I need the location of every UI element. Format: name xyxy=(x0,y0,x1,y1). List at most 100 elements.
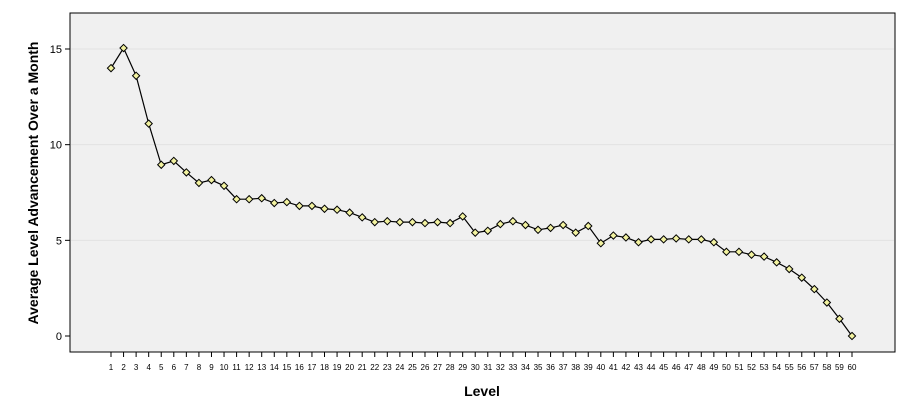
x-tick-label: 39 xyxy=(584,363,593,372)
data-point xyxy=(847,331,857,341)
data-point xyxy=(156,160,166,170)
series-layer xyxy=(106,43,857,341)
data-point xyxy=(382,216,392,226)
x-tick-label: 38 xyxy=(571,363,580,372)
x-tick-label: 6 xyxy=(172,363,177,372)
x-tick-label: 30 xyxy=(471,363,480,372)
data-point xyxy=(408,217,417,227)
data-point xyxy=(244,194,254,204)
data-point xyxy=(219,181,229,191)
data-point xyxy=(445,218,455,228)
x-tick-label: 8 xyxy=(197,363,202,372)
data-point xyxy=(634,237,643,247)
x-tick-label: 3 xyxy=(134,363,139,372)
data-point xyxy=(470,228,480,237)
y-tick-label: 5 xyxy=(56,235,62,247)
x-tick-label: 11 xyxy=(232,363,241,372)
data-point xyxy=(797,273,807,282)
data-point xyxy=(747,250,756,259)
x-tick-label: 20 xyxy=(345,363,354,372)
data-point xyxy=(194,178,204,188)
x-tick-label: 55 xyxy=(785,363,794,372)
x-tick-label: 1 xyxy=(109,363,114,372)
data-point xyxy=(207,175,216,185)
data-point xyxy=(395,217,405,227)
x-axis-label: Level xyxy=(464,383,500,399)
x-tick-label: 2 xyxy=(121,363,126,372)
data-point xyxy=(621,233,631,242)
plot-area xyxy=(69,12,896,353)
x-tick-label: 18 xyxy=(320,363,329,372)
x-tick-label: 43 xyxy=(634,363,643,372)
data-point xyxy=(119,43,128,53)
data-point xyxy=(521,220,530,230)
data-point xyxy=(182,168,191,177)
x-tick-label: 14 xyxy=(270,363,279,372)
data-point xyxy=(370,217,380,227)
data-point xyxy=(596,238,606,248)
data-point xyxy=(734,247,744,257)
x-tick-label: 47 xyxy=(684,363,693,372)
x-tick-label: 16 xyxy=(295,363,304,372)
x-tick-label: 15 xyxy=(282,363,291,372)
data-point xyxy=(646,235,656,244)
data-point xyxy=(458,212,467,221)
x-tick-label: 19 xyxy=(333,363,342,372)
data-point xyxy=(257,193,267,203)
data-point xyxy=(106,63,116,73)
data-point xyxy=(433,217,442,227)
x-tick-label: 44 xyxy=(647,363,656,372)
data-point xyxy=(357,213,367,222)
x-tick-label: 52 xyxy=(747,363,756,372)
x-tick-label: 45 xyxy=(659,363,668,372)
x-tick-label: 29 xyxy=(458,363,467,372)
data-point xyxy=(307,201,317,211)
x-tick-label: 21 xyxy=(358,363,367,372)
x-tick-label: 17 xyxy=(307,363,316,372)
data-point xyxy=(320,204,329,214)
x-tick-label: 31 xyxy=(483,363,492,372)
x-tick-label: 58 xyxy=(822,363,831,372)
data-point xyxy=(483,226,493,236)
grid-lines xyxy=(71,48,894,241)
data-point xyxy=(709,237,719,247)
data-point xyxy=(420,218,430,228)
data-point xyxy=(609,231,618,240)
data-point xyxy=(722,247,731,257)
x-tick-label: 59 xyxy=(835,363,844,372)
x-tick-label: 24 xyxy=(395,363,404,372)
data-point xyxy=(810,284,819,294)
x-tick-label: 53 xyxy=(760,363,769,372)
x-tick-label: 7 xyxy=(184,363,189,372)
x-tick-label: 42 xyxy=(621,363,630,372)
data-point xyxy=(684,235,694,244)
data-point xyxy=(772,258,781,267)
x-tick-label: 27 xyxy=(433,363,442,372)
x-tick-label: 12 xyxy=(245,363,254,372)
data-point xyxy=(295,201,304,211)
data-point xyxy=(144,119,153,128)
data-point xyxy=(232,194,241,204)
data-point xyxy=(671,234,681,243)
x-tick-label: 51 xyxy=(735,363,744,372)
data-point xyxy=(659,235,668,244)
data-point xyxy=(784,264,794,274)
x-tick-label: 13 xyxy=(257,363,266,372)
data-point xyxy=(131,71,141,81)
x-tick-label: 37 xyxy=(559,363,568,372)
x-tick-label: 28 xyxy=(446,363,455,372)
x-tick-label: 34 xyxy=(521,363,530,372)
data-point xyxy=(835,314,844,324)
x-tick-label: 35 xyxy=(534,363,543,372)
data-point xyxy=(169,156,179,166)
data-point xyxy=(332,205,342,215)
x-tick-label: 9 xyxy=(209,363,214,372)
x-tick-label: 60 xyxy=(848,363,857,372)
x-tick-label: 50 xyxy=(722,363,731,372)
x-tick-label: 46 xyxy=(672,363,681,372)
x-tick-label: 57 xyxy=(810,363,819,372)
data-point xyxy=(546,223,555,233)
x-tick-label: 48 xyxy=(697,363,706,372)
y-tick-label: 0 xyxy=(56,331,62,343)
